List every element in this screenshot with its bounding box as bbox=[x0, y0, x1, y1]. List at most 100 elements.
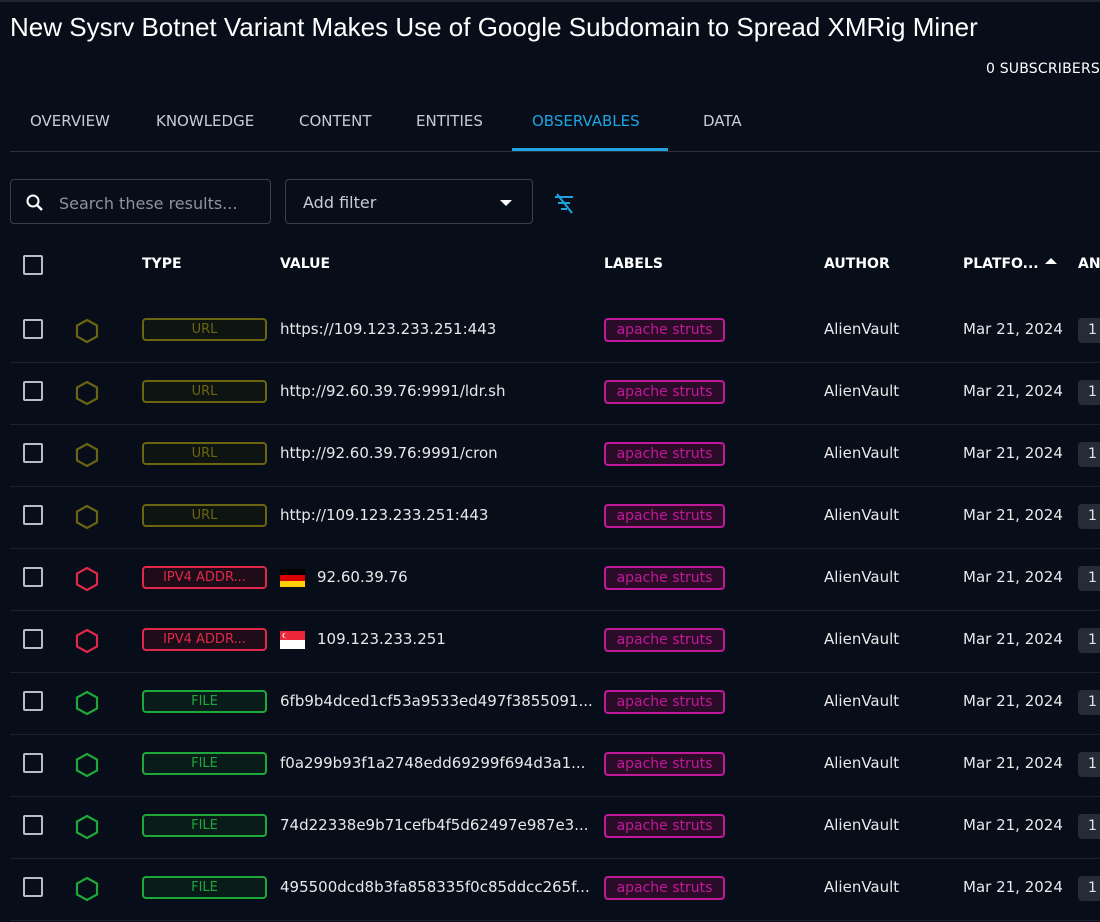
type-badge: FILE bbox=[142, 814, 267, 837]
table-row[interactable]: URL http://109.123.233.251:443 apache st… bbox=[10, 486, 1100, 549]
tab-entities[interactable]: ENTITIES bbox=[416, 112, 483, 130]
tab-overview[interactable]: OVERVIEW bbox=[30, 112, 110, 130]
table-row[interactable]: URL http://92.60.39.76:9991/cron apache … bbox=[10, 424, 1100, 487]
add-filter-dropdown[interactable]: Add filter bbox=[285, 179, 533, 224]
row-checkbox[interactable] bbox=[23, 753, 43, 773]
analyses-count: 1 bbox=[1078, 566, 1100, 591]
observable-value[interactable]: 495500dcd8b3fa858335f0c85ddcc265f... bbox=[280, 878, 590, 896]
row-checkbox[interactable] bbox=[23, 691, 43, 711]
author: AlienVault bbox=[824, 506, 900, 524]
author: AlienVault bbox=[824, 878, 900, 896]
tab-content[interactable]: CONTENT bbox=[299, 112, 372, 130]
observable-value[interactable]: 109.123.233.251 bbox=[317, 630, 446, 648]
label-chip[interactable]: apache struts bbox=[604, 752, 725, 776]
observable-value[interactable]: http://109.123.233.251:443 bbox=[280, 506, 489, 524]
table-row[interactable]: IPV4 ADDR... 109.123.233.251 apache stru… bbox=[10, 610, 1100, 673]
platform-date: Mar 21, 2024 bbox=[963, 754, 1063, 772]
label-chip[interactable]: apache struts bbox=[604, 814, 725, 838]
analyses-count: 1 bbox=[1078, 380, 1100, 405]
tab-data[interactable]: DATA bbox=[703, 112, 742, 130]
type-badge: IPV4 ADDR... bbox=[142, 628, 267, 651]
author: AlienVault bbox=[824, 444, 900, 462]
observable-value[interactable]: https://109.123.233.251:443 bbox=[280, 320, 497, 338]
tab-knowledge[interactable]: KNOWLEDGE bbox=[156, 112, 255, 130]
row-checkbox[interactable] bbox=[23, 381, 43, 401]
sort-ascending-icon[interactable] bbox=[1045, 258, 1057, 264]
observable-value[interactable]: 74d22338e9b71cefb4f5d62497e987e3... bbox=[280, 816, 589, 834]
analyses-count: 1 bbox=[1078, 504, 1100, 529]
url-observable-hexagon-icon bbox=[75, 442, 99, 468]
table-row[interactable]: URL https://109.123.233.251:443 apache s… bbox=[10, 300, 1100, 363]
flag-de-icon bbox=[280, 569, 305, 587]
column-header-platform[interactable]: PLATFO... bbox=[963, 256, 1039, 272]
url-observable-hexagon-icon bbox=[75, 380, 99, 406]
author: AlienVault bbox=[824, 754, 900, 772]
clear-filters-icon[interactable] bbox=[553, 192, 575, 214]
row-checkbox[interactable] bbox=[23, 629, 43, 649]
label-chip[interactable]: apache struts bbox=[604, 380, 725, 404]
type-badge: URL bbox=[142, 504, 267, 527]
platform-date: Mar 21, 2024 bbox=[963, 816, 1063, 834]
platform-date: Mar 21, 2024 bbox=[963, 630, 1063, 648]
subscribers-count[interactable]: 0 SUBSCRIBERS bbox=[985, 61, 1100, 77]
type-badge: URL bbox=[142, 442, 267, 465]
label-chip[interactable]: apache struts bbox=[604, 504, 725, 528]
table-row[interactable]: URL http://92.60.39.76:9991/ldr.sh apach… bbox=[10, 362, 1100, 425]
tab-bar: OVERVIEW KNOWLEDGE CONTENT ENTITIES OBSE… bbox=[10, 100, 1100, 152]
author: AlienVault bbox=[824, 382, 900, 400]
label-chip[interactable]: apache struts bbox=[604, 876, 725, 900]
url-observable-hexagon-icon bbox=[75, 318, 99, 344]
analyses-count: 1 bbox=[1078, 752, 1100, 777]
row-checkbox[interactable] bbox=[23, 567, 43, 587]
file-observable-hexagon-icon bbox=[75, 876, 99, 902]
label-chip[interactable]: apache struts bbox=[604, 566, 725, 590]
url-observable-hexagon-icon bbox=[75, 504, 99, 530]
observable-value[interactable]: f0a299b93f1a2748edd69299f694d3a1... bbox=[280, 754, 586, 772]
page-title: New Sysrv Botnet Variant Makes Use of Go… bbox=[10, 12, 978, 42]
label-chip[interactable]: apache struts bbox=[604, 318, 725, 342]
observable-value[interactable]: 92.60.39.76 bbox=[317, 568, 408, 586]
table-row[interactable]: FILE f0a299b93f1a2748edd69299f694d3a1...… bbox=[10, 734, 1100, 797]
column-header-value[interactable]: VALUE bbox=[280, 256, 331, 272]
file-observable-hexagon-icon bbox=[75, 814, 99, 840]
column-header-labels[interactable]: LABELS bbox=[604, 256, 663, 272]
flag-sg-icon bbox=[280, 631, 305, 649]
row-checkbox[interactable] bbox=[23, 505, 43, 525]
search-input[interactable] bbox=[57, 190, 261, 216]
add-filter-label: Add filter bbox=[303, 193, 377, 212]
author: AlienVault bbox=[824, 692, 900, 710]
label-chip[interactable]: apache struts bbox=[604, 442, 725, 466]
row-checkbox[interactable] bbox=[23, 815, 43, 835]
platform-date: Mar 21, 2024 bbox=[963, 444, 1063, 462]
column-header-author[interactable]: AUTHOR bbox=[824, 256, 890, 272]
column-header-type[interactable]: TYPE bbox=[142, 256, 182, 272]
author: AlienVault bbox=[824, 568, 900, 586]
search-icon bbox=[26, 194, 43, 211]
ipv4-observable-hexagon-icon bbox=[75, 628, 99, 654]
row-checkbox[interactable] bbox=[23, 443, 43, 463]
type-badge: URL bbox=[142, 318, 267, 341]
table-row[interactable]: IPV4 ADDR... 92.60.39.76 apache struts A… bbox=[10, 548, 1100, 611]
label-chip[interactable]: apache struts bbox=[604, 690, 725, 714]
analyses-count: 1 bbox=[1078, 442, 1100, 467]
table-row[interactable]: FILE 74d22338e9b71cefb4f5d62497e987e3...… bbox=[10, 796, 1100, 859]
file-observable-hexagon-icon bbox=[75, 690, 99, 716]
observable-value[interactable]: 6fb9b4dced1cf53a9533ed497f3855091... bbox=[280, 692, 593, 710]
search-box[interactable] bbox=[10, 179, 271, 224]
tab-observables[interactable]: OBSERVABLES bbox=[532, 112, 640, 130]
row-checkbox[interactable] bbox=[23, 877, 43, 897]
table-row[interactable]: FILE 495500dcd8b3fa858335f0c85ddcc265f..… bbox=[10, 858, 1100, 921]
row-checkbox[interactable] bbox=[23, 319, 43, 339]
analyses-count: 1 bbox=[1078, 876, 1100, 901]
select-all-checkbox[interactable] bbox=[23, 255, 43, 275]
top-divider bbox=[0, 0, 1100, 2]
ipv4-observable-hexagon-icon bbox=[75, 566, 99, 592]
observable-value[interactable]: http://92.60.39.76:9991/ldr.sh bbox=[280, 382, 506, 400]
label-chip[interactable]: apache struts bbox=[604, 628, 725, 652]
platform-date: Mar 21, 2024 bbox=[963, 506, 1063, 524]
table-row[interactable]: FILE 6fb9b4dced1cf53a9533ed497f3855091..… bbox=[10, 672, 1100, 735]
caret-down-icon bbox=[500, 200, 512, 206]
column-header-analyses[interactable]: AN bbox=[1078, 256, 1100, 272]
file-observable-hexagon-icon bbox=[75, 752, 99, 778]
observable-value[interactable]: http://92.60.39.76:9991/cron bbox=[280, 444, 498, 462]
